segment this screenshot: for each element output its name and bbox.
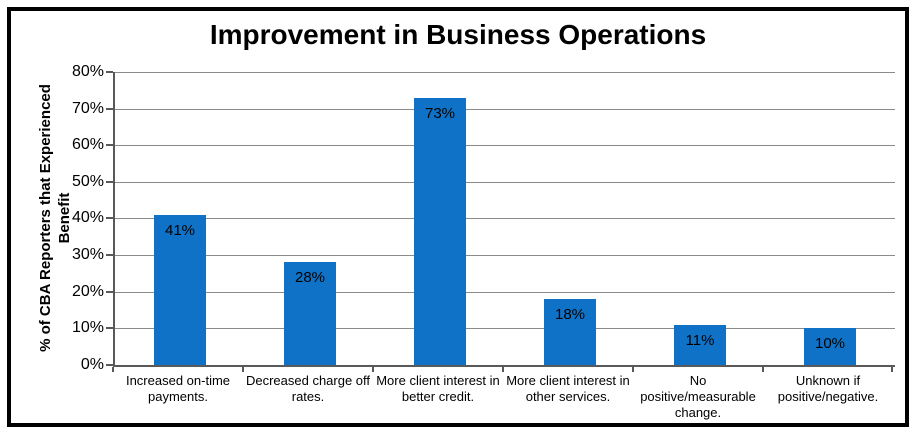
gridline [115,292,895,293]
category-label: More client interest in better credit. [367,373,509,405]
x-tick-mark [372,367,374,372]
gridline [115,328,895,329]
chart-frame: Improvement in Business Operations % of … [7,7,909,427]
bar: 18% [544,299,596,365]
x-tick-mark [112,367,114,372]
y-tick-mark [106,364,113,366]
y-tick-label: 70% [71,100,104,117]
bar-value-label: 11% [685,332,715,349]
y-tick-mark [106,144,113,146]
category-label-line: positive/measurable [640,389,756,404]
category-label: Decreased charge off rates. [237,373,379,405]
y-tick-label: 80% [71,63,104,80]
x-tick-mark [762,367,764,372]
bar: 10% [804,328,856,365]
x-tick-mark [242,367,244,372]
category-label: Unknown if positive/negative. [757,373,899,405]
x-tick-mark [502,367,504,372]
x-tick-mark [891,367,893,372]
category-label: No positive/measurable change. [627,373,769,421]
gridline [115,145,895,146]
y-tick-mark [106,327,113,329]
y-tick-label: 30% [71,246,104,263]
y-tick-label: 40% [71,209,104,226]
bar: 11% [674,325,726,365]
gridline [115,72,895,73]
y-tick-mark [106,71,113,73]
bar-value-label: 28% [294,269,326,286]
y-tick-mark [106,108,113,110]
gridline [115,255,895,256]
category-label-line: change. [674,405,722,420]
gridline [115,218,895,219]
chart-title: Improvement in Business Operations [209,19,707,50]
bar-value-label: 18% [554,306,586,323]
category-label-line: More client interest in [506,373,630,388]
category-label-line: positive/negative. [777,389,879,404]
x-tick-mark [632,367,634,372]
bar-value-label: 10% [814,335,846,352]
bar-value-label: 41% [164,222,196,239]
category-label-line: Decreased charge off [245,373,371,388]
y-tick-label: 0% [80,356,104,373]
bar: 28% [284,262,336,365]
bar-value-label: 73% [424,105,456,122]
category-label-line: More client interest in [376,373,500,388]
bar: 73% [414,98,466,365]
y-tick-label: 60% [71,136,104,153]
y-tick-mark [106,217,113,219]
category-label-line: rates. [291,389,325,404]
plot-area: 41% 28% 73% 18% 11% 10% [113,72,895,367]
category-label-line: No [689,373,707,388]
category-label-line: Unknown if [795,373,861,388]
y-tick-mark [106,254,113,256]
category-label-line: payments. [148,389,208,404]
gridline [115,109,895,110]
category-label: More client interest in other services. [497,373,639,405]
category-label: Increased on-time payments. [107,373,249,405]
category-label-line: other services. [525,389,611,404]
y-tick-label: 10% [71,319,104,336]
category-label-line: better credit. [401,389,475,404]
y-tick-label: 20% [71,283,104,300]
y-tick-mark [106,181,113,183]
bar: 41% [154,215,206,365]
gridline [115,182,895,183]
y-tick-mark [106,291,113,293]
y-tick-label: 50% [71,173,104,190]
category-label-line: Increased on-time [125,373,231,388]
